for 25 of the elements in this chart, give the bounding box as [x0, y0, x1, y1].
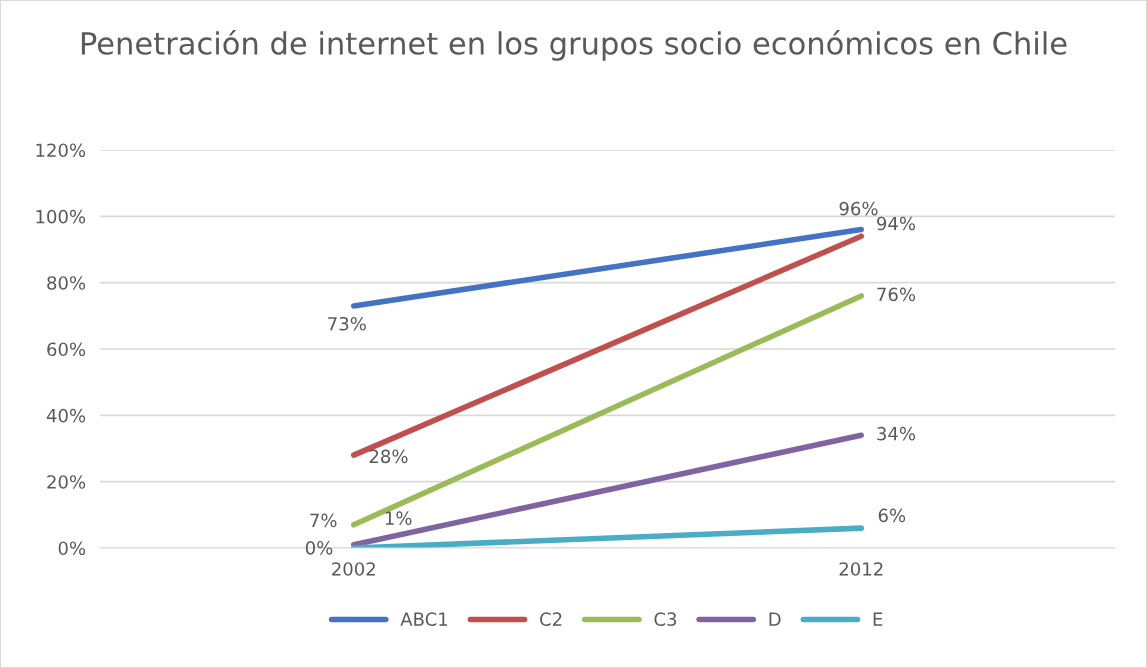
x-tick-label: 2002 — [332, 562, 375, 576]
y-tick-label: 80% — [47, 276, 86, 290]
y-tick-label: 120% — [36, 143, 86, 158]
data-label: 0% — [305, 540, 333, 555]
data-label: 6% — [878, 508, 906, 523]
legend-label: C2 — [540, 612, 562, 626]
legend-label: D — [769, 612, 781, 626]
x-tick-label: 2012 — [839, 562, 883, 576]
y-tick-label: 100% — [36, 209, 86, 224]
data-label: 73% — [328, 316, 366, 331]
data-label: 28% — [369, 449, 408, 464]
legend-label: ABC1 — [400, 612, 448, 626]
legend-label: E — [873, 612, 883, 626]
data-label: 7% — [310, 513, 337, 528]
data-label: 1% — [385, 511, 412, 525]
y-tick-label: 20% — [47, 475, 86, 489]
data-label: 34% — [877, 426, 916, 441]
y-tick-label: 0% — [58, 541, 86, 556]
y-tick-label: 40% — [46, 408, 86, 423]
y-tick-label: 60% — [47, 342, 86, 357]
data-label: 76% — [877, 287, 916, 302]
data-label: 94% — [877, 216, 916, 231]
chart-title: Penetración de internet en los grupos socio económicos en Chile — [81, 30, 1067, 61]
legend-label: C3 — [654, 612, 677, 626]
data-label: 96% — [839, 201, 878, 216]
